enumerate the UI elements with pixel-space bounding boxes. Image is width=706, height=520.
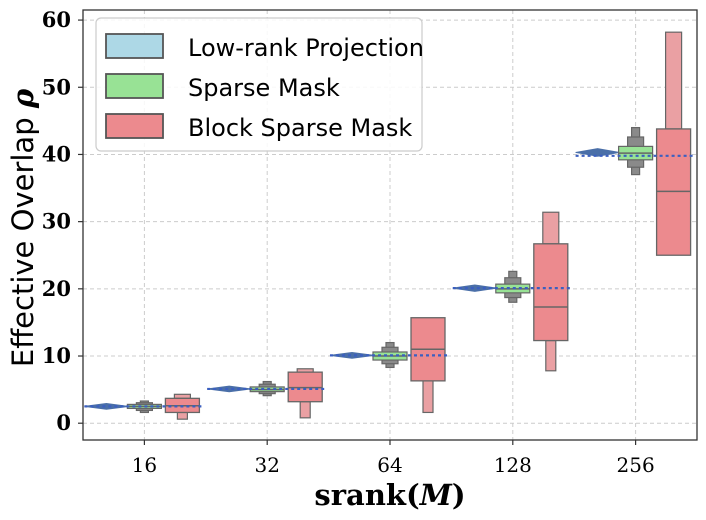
block-sparse-box — [533, 243, 569, 342]
block-sparse-upper-tail — [542, 211, 560, 245]
legend: Low-rank Projection Sparse Mask Block Sp… — [95, 17, 424, 152]
y-tick-label: 50 — [42, 74, 71, 99]
x-tick-label: 128 — [494, 453, 532, 477]
block-sparse-lower-tail — [299, 401, 311, 419]
marks-layer — [84, 31, 696, 420]
legend-swatch-block-sparse-mask — [105, 113, 164, 139]
block-sparse-lower-tail — [176, 411, 188, 420]
y-axis-label-symbol: ρ — [6, 88, 40, 109]
y-tick-label: 10 — [42, 343, 71, 368]
x-tick-label: 32 — [254, 453, 279, 477]
x-axis-label: srank(M) — [314, 478, 465, 512]
legend-label-sparse-mask: Sparse Mask — [188, 74, 340, 102]
x-axis-label-var: M — [419, 478, 453, 512]
legend-label-block-sparse-mask: Block Sparse Mask — [188, 114, 412, 142]
block-sparse-lower-tail — [545, 339, 557, 372]
ticks-layer: 0 10 20 30 40 50 60 16 32 64 128 256 — [42, 7, 655, 477]
legend-frame — [95, 17, 423, 152]
y-tick-label: 0 — [56, 410, 71, 435]
x-tick-label: 64 — [377, 453, 402, 477]
legend-swatch-low-rank — [105, 33, 164, 59]
y-tick-label: 60 — [42, 7, 71, 32]
block-sparse-upper-tail — [664, 31, 683, 130]
legend-swatch-sparse-mask — [105, 73, 164, 99]
y-tick-label: 40 — [42, 141, 71, 166]
legend-label-low-rank: Low-rank Projection — [188, 34, 424, 62]
y-tick-label: 30 — [42, 209, 71, 234]
block-sparse-lower-tail — [422, 380, 434, 414]
y-axis-label: Effective Overlap ρ — [6, 88, 40, 367]
y-tick-label: 20 — [42, 276, 71, 301]
x-tick-label: 16 — [132, 453, 157, 477]
x-tick-label: 256 — [617, 453, 655, 477]
